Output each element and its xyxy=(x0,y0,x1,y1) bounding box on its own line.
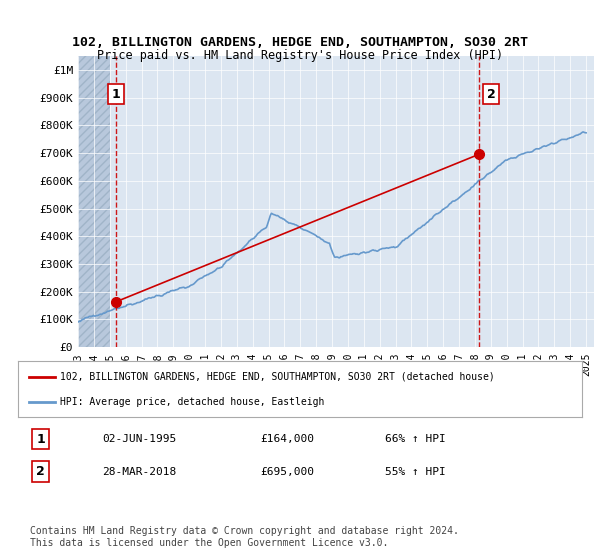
Text: £164,000: £164,000 xyxy=(260,434,314,444)
Text: 28-MAR-2018: 28-MAR-2018 xyxy=(103,466,177,477)
Text: 1: 1 xyxy=(36,432,45,446)
Text: Price paid vs. HM Land Registry's House Price Index (HPI): Price paid vs. HM Land Registry's House … xyxy=(97,49,503,62)
Text: 66% ↑ HPI: 66% ↑ HPI xyxy=(385,434,445,444)
Text: 55% ↑ HPI: 55% ↑ HPI xyxy=(385,466,445,477)
Text: 102, BILLINGTON GARDENS, HEDGE END, SOUTHAMPTON, SO30 2RT (detached house): 102, BILLINGTON GARDENS, HEDGE END, SOUT… xyxy=(60,372,495,382)
Text: HPI: Average price, detached house, Eastleigh: HPI: Average price, detached house, East… xyxy=(60,396,325,407)
Text: 1: 1 xyxy=(112,87,121,101)
Text: 2: 2 xyxy=(487,87,495,101)
Text: 02-JUN-1995: 02-JUN-1995 xyxy=(103,434,177,444)
Text: 102, BILLINGTON GARDENS, HEDGE END, SOUTHAMPTON, SO30 2RT: 102, BILLINGTON GARDENS, HEDGE END, SOUT… xyxy=(72,36,528,49)
Text: 2: 2 xyxy=(36,465,45,478)
Bar xyxy=(78,56,110,347)
Text: £695,000: £695,000 xyxy=(260,466,314,477)
Text: Contains HM Land Registry data © Crown copyright and database right 2024.
This d: Contains HM Land Registry data © Crown c… xyxy=(30,526,459,548)
